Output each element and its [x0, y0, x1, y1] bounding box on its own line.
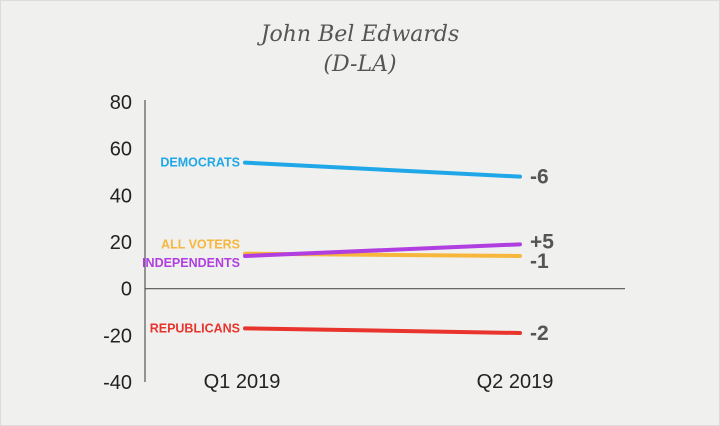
- series-line: [243, 160, 522, 179]
- data-label-change: -1: [530, 250, 549, 273]
- series-line: [243, 326, 522, 335]
- x-tick-label: Q2 2019: [477, 371, 554, 393]
- data-label-change: -6: [530, 166, 549, 189]
- series-label: DEMOCRATS: [160, 156, 240, 170]
- y-tick-label: 80: [110, 92, 132, 114]
- data-label-change: +5: [530, 230, 554, 253]
- y-tick-label: 20: [110, 232, 132, 254]
- data-label-change: -2: [530, 322, 549, 345]
- chart-subtitle: (D-LA): [323, 52, 397, 77]
- x-tick-label: Q1 2019: [204, 371, 281, 393]
- y-tick-label: 40: [110, 185, 132, 207]
- series-label: INDEPENDENTS: [142, 256, 240, 270]
- series-label: REPUBLICANS: [150, 321, 240, 335]
- y-tick-label: 0: [121, 279, 132, 301]
- series-line: [243, 242, 522, 258]
- y-tick-label: -20: [103, 325, 132, 347]
- y-tick-label: 60: [110, 139, 132, 161]
- chart-title: John Bel Edwards: [260, 22, 460, 47]
- y-tick-label: -40: [103, 372, 132, 394]
- series-label: ALL VOTERS: [161, 238, 240, 252]
